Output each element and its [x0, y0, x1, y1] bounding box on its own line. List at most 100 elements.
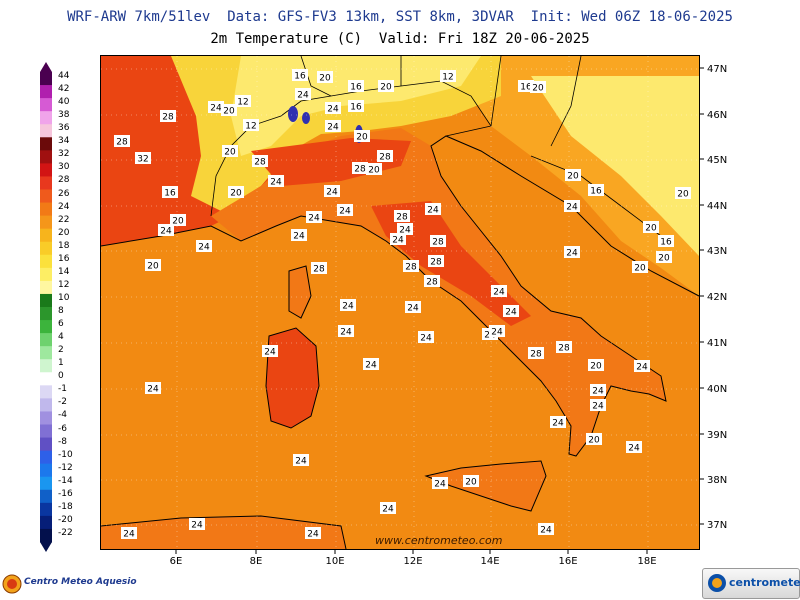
contour-label: 28 — [403, 260, 419, 273]
contour-label: 28 — [394, 210, 410, 223]
svg-text:28: 28 — [162, 113, 174, 123]
svg-text:16: 16 — [164, 189, 176, 199]
svg-text:24: 24 — [160, 227, 172, 237]
svg-text:24: 24 — [592, 387, 604, 397]
legend-swatch — [40, 176, 52, 190]
svg-text:16: 16 — [590, 187, 602, 197]
svg-text:24: 24 — [191, 521, 203, 531]
contour-label: 12 — [235, 95, 251, 108]
svg-text:24: 24 — [270, 178, 282, 188]
svg-text:24: 24 — [327, 105, 339, 115]
legend-label: -16 — [58, 488, 73, 499]
legend-label: 6 — [58, 319, 64, 330]
lat-tick-label: 44N — [707, 201, 727, 212]
svg-text:24: 24 — [297, 91, 309, 101]
contour-label: 24 — [337, 204, 353, 217]
left-logo-text: Centro Meteo Aquesio — [24, 577, 137, 587]
svg-text:24: 24 — [123, 530, 135, 540]
contour-label: 28 — [528, 347, 544, 360]
svg-text:24: 24 — [427, 206, 439, 216]
lon-tick-label: 8E — [250, 556, 263, 567]
lat-tick-label: 37N — [707, 520, 727, 531]
legend-label: -12 — [58, 462, 73, 473]
contour-label: 28 — [556, 341, 572, 354]
legend-label: 26 — [58, 188, 70, 199]
svg-text:16: 16 — [350, 83, 362, 93]
contour-label: 24 — [305, 527, 321, 540]
contour-label: 24 — [189, 518, 205, 531]
contour-label: 24 — [293, 454, 309, 467]
field-valid-title: 2m Temperature (C) Valid: Fri 18Z 20-06-… — [210, 31, 590, 47]
svg-text:24: 24 — [420, 334, 432, 344]
svg-text:20: 20 — [677, 190, 689, 200]
contour-label: 24 — [363, 358, 379, 371]
legend-label: 38 — [58, 110, 70, 121]
lat-tick-label: 40N — [707, 384, 727, 395]
svg-text:20: 20 — [634, 264, 646, 274]
svg-text:24: 24 — [392, 236, 404, 246]
lat-tick-label: 39N — [707, 430, 727, 441]
legend-swatch — [40, 502, 52, 517]
contour-label: 28 — [114, 135, 130, 148]
contour-label: 16 — [292, 69, 308, 82]
svg-text:24: 24 — [210, 104, 222, 114]
legend-swatch — [40, 463, 52, 478]
legend-swatch — [40, 150, 52, 164]
contour-label: 24 — [324, 185, 340, 198]
svg-text:28: 28 — [354, 165, 366, 175]
svg-text:20: 20 — [645, 224, 657, 234]
contour-label: 20 — [317, 71, 333, 84]
svg-text:20: 20 — [368, 166, 380, 176]
contour-label: 24 — [158, 224, 174, 237]
svg-text:28: 28 — [432, 238, 444, 248]
svg-text:28: 28 — [116, 138, 128, 148]
svg-text:16: 16 — [520, 83, 532, 93]
contour-label: 16 — [162, 186, 178, 199]
legend-label: 10 — [58, 292, 70, 303]
legend-swatch — [40, 359, 52, 373]
contour-label: 16 — [658, 235, 674, 248]
svg-text:24: 24 — [326, 188, 338, 198]
lat-tick-label: 41N — [707, 338, 727, 349]
svg-text:24: 24 — [340, 328, 352, 338]
svg-text:24: 24 — [636, 363, 648, 373]
legend-swatch — [40, 189, 52, 204]
svg-text:24: 24 — [365, 361, 377, 371]
legend-swatch — [40, 163, 52, 177]
contour-label: 24 — [538, 523, 554, 536]
contour-label: 24 — [295, 88, 311, 101]
svg-text:24: 24 — [493, 288, 505, 298]
legend-swatch — [40, 280, 52, 295]
legend-label: -10 — [58, 449, 73, 460]
legend-swatch — [40, 398, 52, 412]
contour-label: 12 — [243, 119, 259, 132]
legend-label: 22 — [58, 214, 70, 225]
legend-swatch — [40, 98, 52, 112]
contour-label: 28 — [160, 110, 176, 123]
africa-land — [101, 516, 346, 549]
sicily-land — [426, 461, 546, 511]
contour-label: 24 — [564, 200, 580, 213]
legend-label: 14 — [58, 266, 70, 277]
legend-swatch — [40, 385, 52, 399]
legend-swatch — [40, 72, 52, 86]
legend-swatch — [40, 307, 52, 321]
legend-label: -8 — [58, 436, 67, 447]
legend-bottom-arrow — [40, 542, 52, 552]
right-logo-text: centrometeo — [729, 576, 800, 589]
centro-meteo-aquesio-logo: Centro Meteo Aquesio — [2, 568, 152, 598]
italy-hot-interior — [251, 138, 531, 326]
legend-label: 20 — [58, 227, 70, 238]
svg-text:28: 28 — [396, 213, 408, 223]
svg-text:20: 20 — [588, 436, 600, 446]
legend-label: 16 — [58, 253, 70, 264]
contour-label: 24 — [325, 102, 341, 115]
legend-swatch — [40, 293, 52, 308]
legend-label: 30 — [58, 162, 70, 173]
legend-label: 1 — [58, 358, 64, 369]
contour-label: 20 — [145, 259, 161, 272]
contour-label: 24 — [432, 477, 448, 490]
svg-text:20: 20 — [319, 74, 331, 84]
contour-label: 24 — [208, 101, 224, 114]
svg-text:24: 24 — [491, 328, 503, 338]
